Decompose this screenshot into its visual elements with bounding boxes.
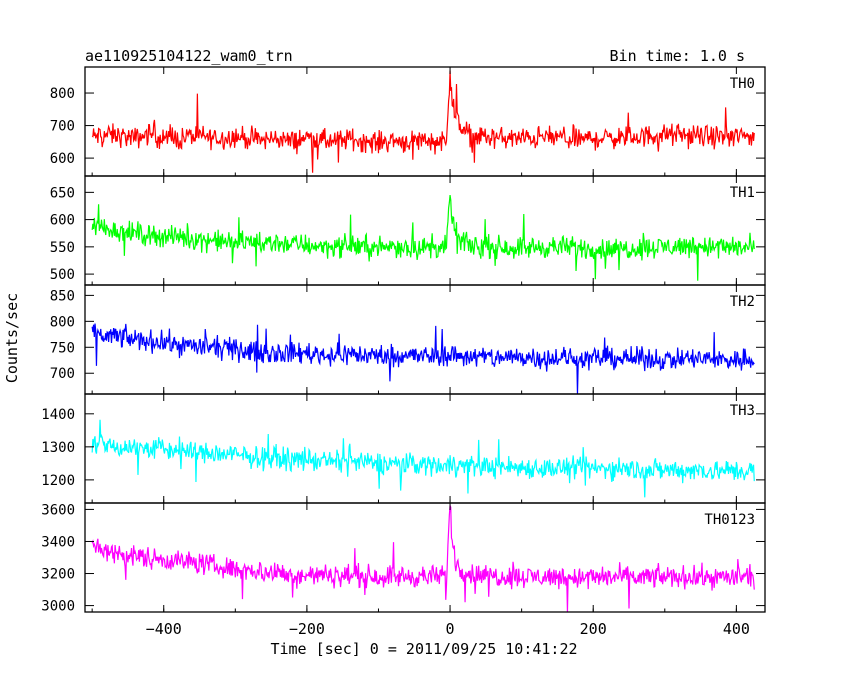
panels-group: 600 700 800 TH0 500 550 600 650 TH1 700 750 800 850 T… [41, 66, 766, 615]
y-tick-label: 3400 [41, 534, 75, 550]
y-tick-label: 3600 [41, 502, 75, 518]
y-tick-label: 750 [50, 340, 75, 356]
chart-title: ae110925104122_wam0_trn [85, 47, 293, 65]
x-axis: −400 −200 0 200 400 [146, 620, 750, 638]
x-tick-label: −400 [146, 620, 182, 638]
y-tick-label: 700 [50, 119, 75, 135]
x-tick-label: 200 [580, 620, 607, 638]
y-tick-label: 1200 [41, 473, 75, 489]
y-tick-label: 3000 [41, 599, 75, 615]
y-tick-label: 600 [50, 151, 75, 167]
y-tick-label: 500 [50, 267, 75, 283]
series-line-th0 [91, 70, 755, 173]
x-tick-label: 0 [446, 620, 455, 638]
y-tick-label: 800 [50, 86, 75, 102]
y-tick-label: 550 [50, 240, 75, 256]
panel-label: TH0123 [704, 512, 755, 528]
panel-frame [84, 66, 766, 177]
panel-th0: 600 700 800 TH0 [50, 66, 766, 177]
y-tick-label: 1300 [41, 440, 75, 456]
panel-label: TH1 [730, 185, 755, 201]
y-tick-label: 600 [50, 213, 75, 229]
series-line-th0123 [91, 505, 755, 612]
panel-frame [84, 502, 766, 613]
y-tick-label: 1400 [41, 407, 75, 423]
chart-subtitle: Bin time: 1.0 s [610, 47, 745, 65]
panel-th2: 700 750 800 850 TH2 [50, 284, 766, 395]
panel-th0123: 3000 3200 3400 3600 TH0123 [41, 502, 766, 615]
series-line-th1 [91, 195, 755, 281]
x-axis-label: Time [sec] 0 = 2011/09/25 10:41:22 [270, 640, 577, 658]
y-axis-label: Counts/sec [3, 293, 21, 383]
y-tick-label: 650 [50, 185, 75, 201]
panel-frame [84, 284, 766, 395]
y-tick-label: 700 [50, 366, 75, 382]
series-line-th3 [91, 419, 755, 498]
panel-label: TH0 [730, 76, 755, 92]
panel-label: TH3 [730, 403, 755, 419]
y-tick-label: 850 [50, 288, 75, 304]
y-tick-label: 800 [50, 314, 75, 330]
panel-th3: 1200 1300 1400 TH3 [41, 393, 766, 504]
series-line-th2 [91, 323, 755, 394]
panel-th1: 500 550 600 650 TH1 [50, 175, 766, 286]
x-tick-label: −200 [289, 620, 325, 638]
x-tick-label: 400 [723, 620, 750, 638]
panel-label: TH2 [730, 294, 755, 310]
y-tick-label: 3200 [41, 567, 75, 583]
